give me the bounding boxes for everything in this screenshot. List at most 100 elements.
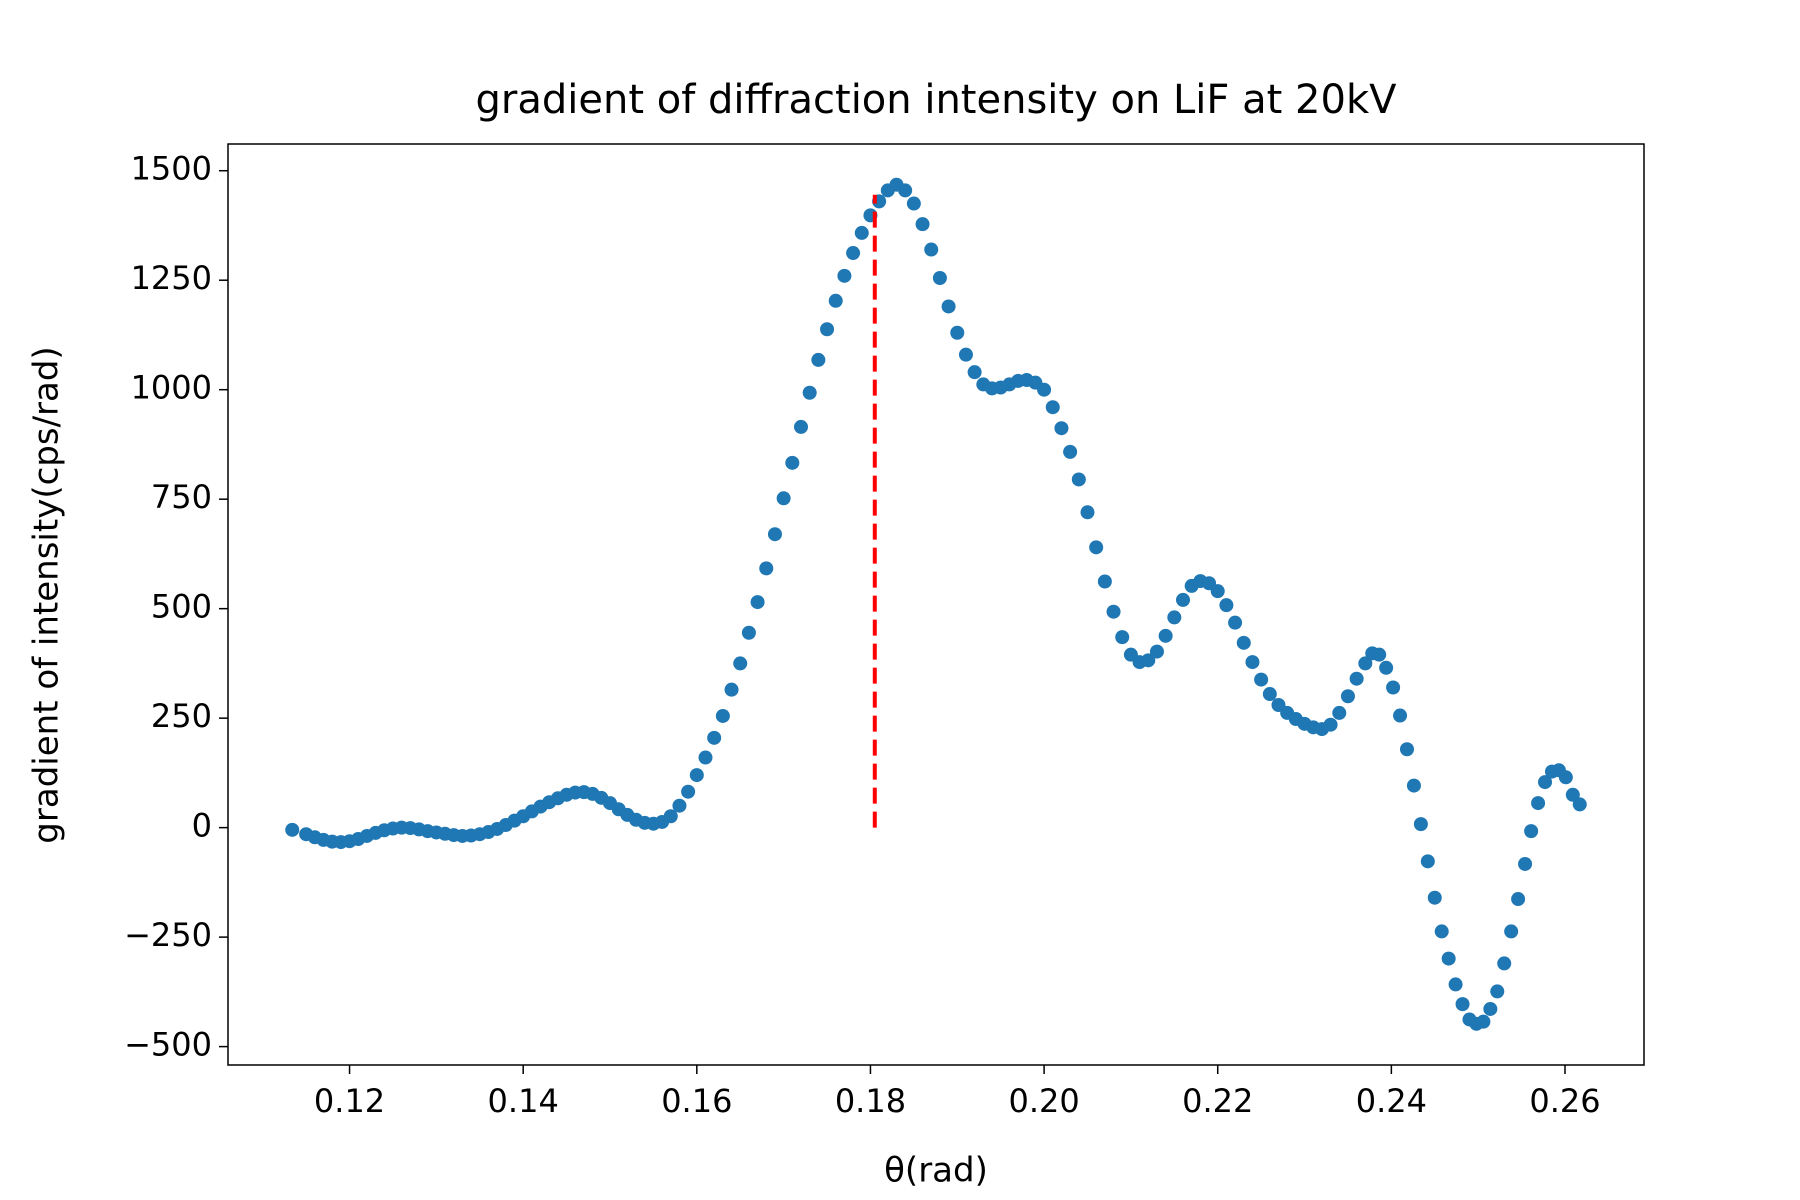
- data-point: [1045, 400, 1060, 415]
- data-point: [689, 768, 704, 783]
- data-point: [1245, 655, 1260, 670]
- data-point: [967, 365, 982, 380]
- data-point: [1097, 574, 1112, 589]
- data-point: [1538, 775, 1553, 790]
- data-point: [1323, 717, 1338, 732]
- data-point: [1349, 671, 1364, 686]
- data-point: [1089, 540, 1104, 555]
- data-point: [750, 595, 765, 610]
- y-tick-label: 0: [192, 807, 212, 845]
- data-point: [1399, 742, 1414, 757]
- data-point: [1080, 505, 1095, 520]
- data-point: [906, 196, 921, 211]
- y-tick-label: 1500: [131, 150, 212, 188]
- data-point: [1441, 951, 1456, 966]
- data-point: [846, 246, 861, 261]
- x-tick-label: 0.12: [314, 1082, 385, 1120]
- y-tick-label: 250: [151, 697, 212, 735]
- data-point: [793, 419, 808, 434]
- data-point: [820, 322, 835, 337]
- x-axis-label: θ(rad): [884, 1151, 988, 1191]
- data-point: [1406, 778, 1421, 793]
- data-point: [1037, 382, 1052, 397]
- data-point: [1455, 997, 1470, 1012]
- data-point: [1497, 956, 1512, 971]
- data-point: [1518, 856, 1533, 871]
- data-point: [724, 682, 739, 697]
- data-point: [811, 352, 826, 367]
- data-point: [1149, 644, 1164, 659]
- data-point: [1158, 628, 1173, 643]
- chart-title: gradient of diffraction intensity on LiF…: [476, 77, 1398, 123]
- x-tick-label: 0.22: [1182, 1082, 1253, 1120]
- data-point: [1228, 615, 1243, 630]
- data-point: [1106, 604, 1121, 619]
- data-point: [1167, 610, 1182, 625]
- x-tick-label: 0.20: [1008, 1082, 1079, 1120]
- data-point: [767, 527, 782, 542]
- data-point: [1558, 770, 1573, 785]
- data-point: [733, 656, 748, 671]
- data-point: [1565, 787, 1580, 802]
- data-point: [741, 625, 756, 640]
- y-tick-label: 750: [151, 478, 212, 516]
- data-point: [854, 225, 869, 240]
- y-tick-label: −250: [124, 916, 212, 954]
- data-point: [1572, 797, 1587, 812]
- x-tick-label: 0.24: [1356, 1082, 1427, 1120]
- plot-frame: [227, 143, 1645, 1066]
- data-point: [698, 750, 713, 765]
- data-point: [1372, 647, 1387, 662]
- data-point: [759, 561, 774, 576]
- data-point: [776, 491, 791, 506]
- data-point: [1141, 653, 1156, 668]
- data-point: [1386, 680, 1401, 695]
- data-point: [1063, 444, 1078, 459]
- data-point: [672, 798, 687, 813]
- y-tick-label: 500: [151, 588, 212, 626]
- data-point: [1071, 472, 1086, 487]
- data-point: [1434, 924, 1449, 939]
- data-point: [898, 183, 913, 198]
- data-point: [1531, 796, 1546, 811]
- data-point: [663, 809, 678, 824]
- data-point: [941, 299, 956, 314]
- data-point: [915, 217, 930, 232]
- data-point: [1332, 705, 1347, 720]
- data-point: [785, 455, 800, 470]
- data-point: [837, 268, 852, 283]
- data-point: [1476, 1014, 1491, 1029]
- data-point: [932, 271, 947, 286]
- y-tick-label: 1250: [131, 259, 212, 297]
- data-point: [1379, 660, 1394, 675]
- data-point: [715, 708, 730, 723]
- data-point: [1054, 421, 1069, 436]
- y-axis-label: gradient of intensity(cps/rad): [27, 346, 67, 843]
- data-point: [1219, 598, 1234, 613]
- data-point: [1262, 687, 1277, 702]
- data-point: [1427, 890, 1442, 905]
- data-point: [1254, 672, 1269, 687]
- data-point: [1490, 984, 1505, 999]
- data-point: [1115, 630, 1130, 645]
- data-point: [1448, 977, 1463, 992]
- x-tick-label: 0.14: [488, 1082, 559, 1120]
- data-point: [1413, 817, 1428, 832]
- data-point: [802, 385, 817, 400]
- x-tick-label: 0.26: [1529, 1082, 1600, 1120]
- data-point: [1393, 708, 1408, 723]
- data-point: [1210, 584, 1225, 599]
- y-tick-label: 1000: [131, 369, 212, 407]
- data-point: [1358, 656, 1373, 671]
- data-point: [828, 293, 843, 308]
- data-point: [1504, 924, 1519, 939]
- x-tick-label: 0.16: [661, 1082, 732, 1120]
- data-point: [1483, 1001, 1498, 1016]
- y-tick-label: −500: [124, 1026, 212, 1064]
- data-point: [1524, 824, 1539, 839]
- data-point: [1420, 854, 1435, 869]
- data-point: [681, 784, 696, 799]
- data-point: [707, 730, 722, 745]
- data-point: [924, 242, 939, 257]
- data-point: [950, 325, 965, 340]
